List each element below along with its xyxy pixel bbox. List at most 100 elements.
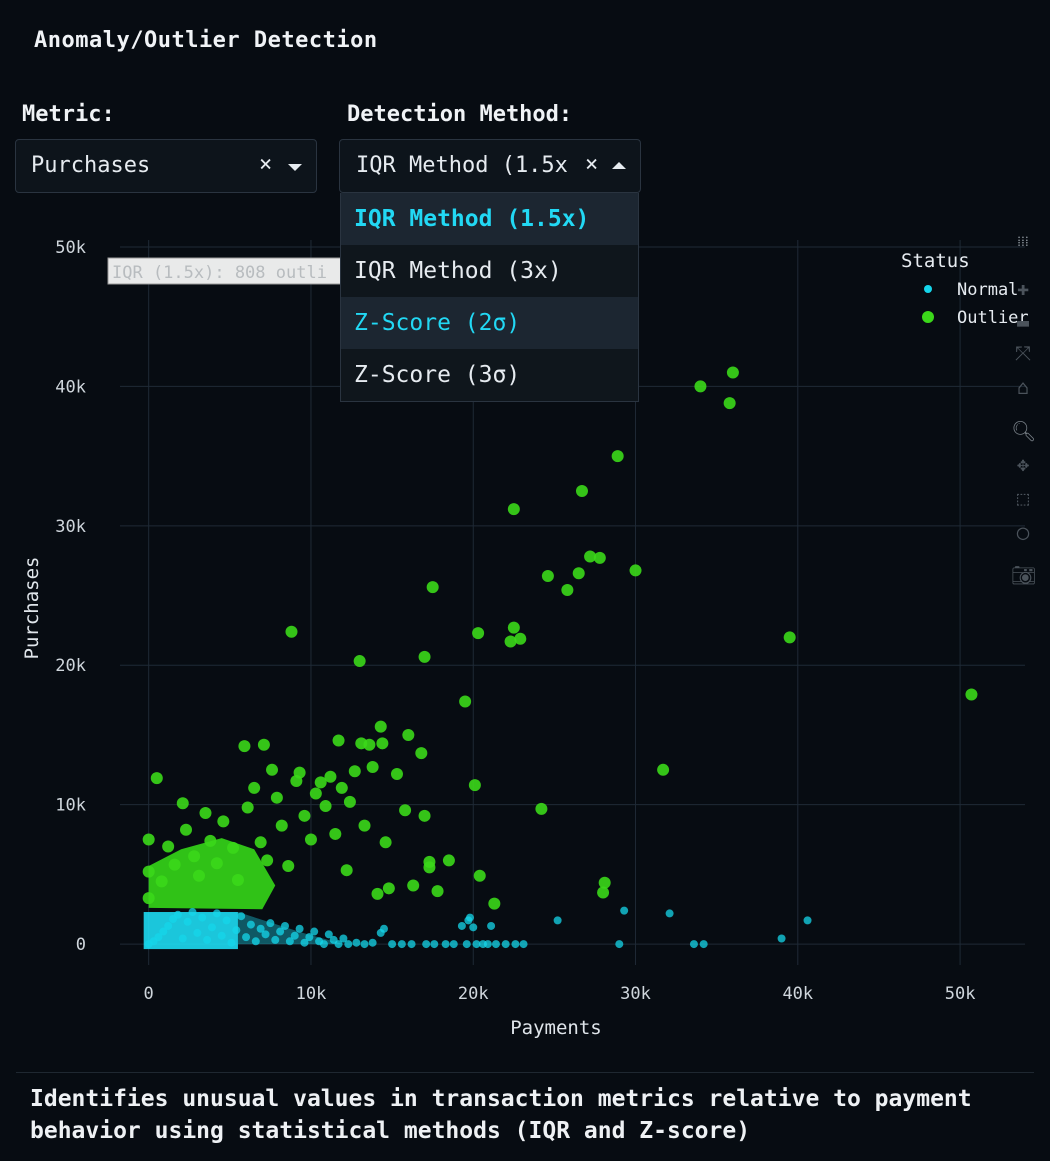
method-value: IQR Method (1.5x bbox=[356, 153, 568, 178]
annotation-text: IQR (1.5x): 808 outli bbox=[112, 263, 327, 283]
outlier-point bbox=[379, 836, 392, 849]
page-description: Identifies unusual values in transaction… bbox=[30, 1086, 972, 1144]
normal-point bbox=[511, 940, 520, 949]
normal-point bbox=[256, 924, 265, 933]
method-option[interactable]: IQR Method (3x) bbox=[354, 258, 562, 284]
method-option[interactable]: IQR Method (1.5x) bbox=[341, 193, 638, 245]
outlier-point bbox=[304, 833, 317, 846]
outlier-point bbox=[353, 655, 366, 668]
outlier-point bbox=[431, 885, 444, 898]
normal-point bbox=[173, 910, 182, 919]
method-clear-icon[interactable]: × bbox=[585, 152, 599, 177]
normal-point bbox=[407, 940, 416, 949]
outlier-point bbox=[188, 850, 201, 863]
box-select-icon[interactable]: ⬚ bbox=[1016, 486, 1030, 510]
logo-icon[interactable]: ⁞⁞⁞ bbox=[1017, 234, 1029, 250]
outlier-point bbox=[611, 450, 624, 463]
normal-point bbox=[441, 940, 450, 949]
normal-point bbox=[285, 937, 294, 946]
normal-point bbox=[388, 940, 397, 949]
page-title: Anomaly/Outlier Detection bbox=[34, 28, 378, 53]
outlier-point bbox=[541, 570, 554, 583]
x-tick-label: 40k bbox=[782, 984, 813, 1004]
outlier-point bbox=[572, 567, 585, 580]
outlier-point bbox=[726, 366, 739, 379]
outlier-point bbox=[176, 797, 189, 810]
method-dropdown[interactable]: IQR Method (1.5x × bbox=[339, 139, 641, 193]
normal-point bbox=[487, 921, 496, 930]
outlier-point bbox=[584, 550, 597, 563]
normal-point bbox=[457, 921, 466, 930]
normal-point bbox=[469, 923, 478, 932]
lasso-select-icon[interactable]: ◯ bbox=[1016, 520, 1030, 544]
outlier-point bbox=[598, 876, 611, 889]
zoom-icon[interactable]: 🔍︎ bbox=[1011, 419, 1037, 443]
zoom-out-icon[interactable]: ▬ bbox=[1016, 310, 1030, 334]
outlier-point bbox=[348, 765, 361, 778]
chevron-down-icon[interactable] bbox=[288, 164, 302, 171]
outlier-cluster bbox=[148, 838, 276, 910]
normal-point bbox=[266, 919, 275, 928]
normal-point bbox=[159, 927, 168, 936]
normal-point bbox=[319, 940, 328, 949]
normal-point bbox=[360, 940, 369, 949]
outlier-point bbox=[507, 621, 520, 634]
outlier-point bbox=[473, 869, 486, 882]
outlier-point bbox=[241, 801, 254, 814]
normal-point bbox=[227, 938, 236, 947]
normal-point bbox=[397, 940, 406, 949]
outlier-point bbox=[257, 738, 270, 751]
outlier-point bbox=[335, 781, 348, 794]
outlier-point bbox=[180, 823, 193, 836]
normal-density bbox=[143, 912, 238, 950]
outlier-point bbox=[472, 627, 485, 640]
outlier-point bbox=[329, 827, 342, 840]
home-icon[interactable]: ⌂ bbox=[1016, 375, 1030, 399]
outlier-point bbox=[199, 807, 212, 820]
metric-dropdown[interactable]: Purchases × bbox=[15, 139, 317, 193]
metric-clear-icon[interactable]: × bbox=[259, 152, 273, 177]
normal-point bbox=[193, 928, 202, 937]
x-tick-label: 0 bbox=[144, 984, 154, 1004]
y-axis-title: Purchases bbox=[21, 557, 43, 660]
normal-point bbox=[164, 921, 173, 930]
y-tick-label: 40k bbox=[55, 377, 86, 397]
legend-label-outlier: Outlier bbox=[957, 308, 1029, 328]
outlier-point bbox=[965, 688, 978, 701]
normal-point bbox=[334, 940, 343, 949]
outlier-point bbox=[358, 819, 371, 832]
outlier-point bbox=[426, 581, 439, 594]
normal-point bbox=[422, 940, 431, 949]
method-option[interactable]: Z-Score (3σ) bbox=[354, 362, 521, 388]
method-label: Detection Method: bbox=[347, 102, 573, 127]
outlier-point bbox=[459, 695, 472, 708]
y-tick-label: 20k bbox=[55, 656, 86, 676]
outlier-point bbox=[597, 886, 610, 899]
outlier-point bbox=[418, 809, 431, 822]
outlier-point bbox=[248, 781, 261, 794]
x-tick-label: 20k bbox=[458, 984, 489, 1004]
zoom-in-icon[interactable]: ✚ bbox=[1016, 276, 1030, 300]
outlier-point bbox=[231, 873, 244, 886]
autoscale-icon[interactable]: ⤧ bbox=[1015, 341, 1031, 365]
normal-point bbox=[203, 935, 212, 944]
chevron-up-icon[interactable] bbox=[612, 162, 626, 169]
normal-point bbox=[188, 908, 197, 917]
outlier-point bbox=[150, 772, 163, 785]
camera-icon[interactable]: 📷︎ bbox=[1011, 563, 1037, 587]
outlier-point bbox=[507, 503, 520, 516]
outlier-point bbox=[575, 484, 588, 497]
y-tick-label: 10k bbox=[55, 796, 86, 816]
series-outlier bbox=[142, 366, 978, 910]
pan-icon[interactable]: ✥ bbox=[1016, 452, 1030, 476]
normal-point bbox=[699, 940, 708, 949]
normal-point bbox=[491, 940, 500, 949]
method-option[interactable]: Z-Score (2σ) bbox=[341, 297, 638, 349]
normal-point bbox=[246, 920, 255, 929]
scatter-chart[interactable]: 0 10k 20k 30k 40k 50k 0 10k 20k 30k 40k 50k Payments… bbox=[0, 0, 1050, 1070]
normal-point bbox=[183, 917, 192, 926]
x-tick-label: 30k bbox=[620, 984, 651, 1004]
outlier-point bbox=[407, 879, 420, 892]
outlier-point bbox=[340, 864, 353, 877]
outlier-point bbox=[162, 840, 175, 853]
